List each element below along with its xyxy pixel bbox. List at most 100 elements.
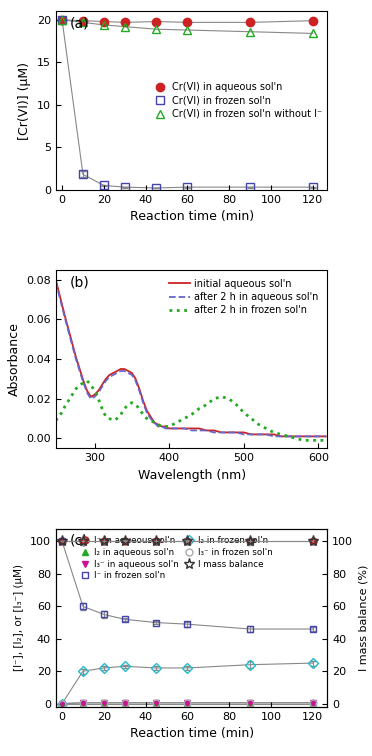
I₃⁻ in aqueous sol'n xyxy=(154,699,158,708)
I mass balance xyxy=(81,537,85,546)
after 2 h in aqueous sol'n xyxy=(324,432,328,441)
initial aqueous sol'n xyxy=(100,380,104,389)
Legend: Cr(VI) in aqueous sol'n, Cr(VI) in frozen sol'n, Cr(VI) in frozen sol'n without : Cr(VI) in aqueous sol'n, Cr(VI) in froze… xyxy=(151,82,323,119)
I⁻ in frozen sol'n xyxy=(60,537,64,546)
Cr(VI) in frozen sol'n without I⁻ xyxy=(102,20,106,29)
I₃⁻ in frozen sol'n xyxy=(122,699,127,708)
I⁻ in frozen sol'n xyxy=(81,602,85,611)
X-axis label: Wavelength (nm): Wavelength (nm) xyxy=(138,469,246,482)
Line: after 2 h in aqueous sol'n: after 2 h in aqueous sol'n xyxy=(56,282,326,436)
I₃⁻ in frozen sol'n xyxy=(311,699,315,708)
initial aqueous sol'n xyxy=(316,432,321,441)
Cr(VI) in frozen sol'n without I⁻ xyxy=(154,25,158,34)
I₃⁻ in aqueous sol'n xyxy=(60,699,64,708)
I mass balance xyxy=(311,537,315,546)
I₂ in aqueous sol'n xyxy=(248,699,252,708)
initial aqueous sol'n xyxy=(126,367,131,376)
I⁻ in frozen sol'n xyxy=(185,620,190,629)
after 2 h in aqueous sol'n xyxy=(272,432,276,441)
I₂ in frozen sol'n xyxy=(102,664,106,673)
Cr(VI) in frozen sol'n without I⁻ xyxy=(311,29,315,38)
I⁻ in aqueous sol'n xyxy=(154,537,158,546)
Y-axis label: [I⁻], [I₂], or [I₃⁻] (μM): [I⁻], [I₂], or [I₃⁻] (μM) xyxy=(15,564,25,671)
Cr(VI) in aqueous sol'n xyxy=(248,18,252,27)
initial aqueous sol'n xyxy=(286,432,291,441)
I⁻ in frozen sol'n xyxy=(311,624,315,634)
after 2 h in frozen sol'n xyxy=(54,416,58,425)
Cr(VI) in frozen sol'n xyxy=(122,183,127,192)
I mass balance xyxy=(185,537,190,546)
after 2 h in frozen sol'n xyxy=(286,432,291,441)
Cr(VI) in frozen sol'n xyxy=(154,184,158,193)
I⁻ in aqueous sol'n xyxy=(60,537,64,546)
I⁻ in aqueous sol'n xyxy=(122,537,127,546)
Legend: I⁻ in aqueous sol'n, I₂ in aqueous sol'n, I₃⁻ in aqueous sol'n, I⁻ in frozen sol: I⁻ in aqueous sol'n, I₂ in aqueous sol'n… xyxy=(78,537,273,581)
Cr(VI) in frozen sol'n xyxy=(60,15,64,24)
Cr(VI) in aqueous sol'n xyxy=(60,15,64,24)
after 2 h in aqueous sol'n xyxy=(286,432,291,441)
I⁻ in aqueous sol'n xyxy=(81,537,85,546)
Y-axis label: Absorbance: Absorbance xyxy=(8,322,20,396)
I₂ in frozen sol'n xyxy=(122,662,127,671)
after 2 h in frozen sol'n xyxy=(316,435,321,445)
I mass balance xyxy=(248,537,252,546)
Cr(VI) in frozen sol'n without I⁻ xyxy=(248,27,252,36)
Line: I mass balance: I mass balance xyxy=(57,536,318,547)
Line: Cr(VI) in aqueous sol'n: Cr(VI) in aqueous sol'n xyxy=(58,16,317,26)
after 2 h in aqueous sol'n xyxy=(100,383,104,392)
Line: after 2 h in frozen sol'n: after 2 h in frozen sol'n xyxy=(56,381,326,440)
Cr(VI) in aqueous sol'n xyxy=(185,18,190,27)
Cr(VI) in frozen sol'n without I⁻ xyxy=(122,22,127,31)
I⁻ in aqueous sol'n xyxy=(185,537,190,546)
after 2 h in aqueous sol'n xyxy=(316,432,321,441)
I₃⁻ in frozen sol'n xyxy=(81,699,85,708)
I₂ in frozen sol'n xyxy=(60,699,64,708)
Y-axis label: I mass balance (%): I mass balance (%) xyxy=(359,565,369,671)
after 2 h in frozen sol'n xyxy=(130,398,134,407)
Cr(VI) in frozen sol'n without I⁻ xyxy=(60,15,64,24)
Text: (b): (b) xyxy=(70,275,89,290)
I₂ in frozen sol'n xyxy=(185,664,190,673)
I⁻ in frozen sol'n xyxy=(248,624,252,634)
I₃⁻ in frozen sol'n xyxy=(60,699,64,708)
after 2 h in aqueous sol'n xyxy=(74,355,78,364)
I₂ in aqueous sol'n xyxy=(185,699,190,708)
after 2 h in frozen sol'n xyxy=(85,376,89,386)
after 2 h in frozen sol'n xyxy=(74,384,78,393)
initial aqueous sol'n xyxy=(74,352,78,361)
I mass balance xyxy=(102,537,106,546)
I⁻ in frozen sol'n xyxy=(122,615,127,624)
Cr(VI) in frozen sol'n xyxy=(102,181,106,190)
I⁻ in frozen sol'n xyxy=(102,610,106,619)
I₃⁻ in frozen sol'n xyxy=(102,699,106,708)
I mass balance xyxy=(122,537,127,546)
after 2 h in frozen sol'n xyxy=(92,386,97,395)
Cr(VI) in frozen sol'n xyxy=(248,183,252,192)
Text: (c): (c) xyxy=(70,534,88,548)
I mass balance xyxy=(154,537,158,546)
I₃⁻ in frozen sol'n xyxy=(154,699,158,708)
I₂ in aqueous sol'n xyxy=(122,699,127,708)
I₂ in aqueous sol'n xyxy=(154,699,158,708)
I₃⁻ in aqueous sol'n xyxy=(185,699,190,708)
I₃⁻ in frozen sol'n xyxy=(248,699,252,708)
after 2 h in aqueous sol'n xyxy=(126,368,131,377)
Line: Cr(VI) in frozen sol'n: Cr(VI) in frozen sol'n xyxy=(58,16,317,192)
I⁻ in aqueous sol'n xyxy=(311,537,315,546)
I₃⁻ in frozen sol'n xyxy=(185,699,190,708)
I₃⁻ in aqueous sol'n xyxy=(102,699,106,708)
after 2 h in aqueous sol'n xyxy=(89,394,93,403)
Cr(VI) in aqueous sol'n xyxy=(81,16,85,25)
after 2 h in frozen sol'n xyxy=(301,435,306,445)
I⁻ in aqueous sol'n xyxy=(102,537,106,546)
Text: (a): (a) xyxy=(70,17,89,31)
I₂ in aqueous sol'n xyxy=(311,699,315,708)
I₂ in frozen sol'n xyxy=(248,660,252,669)
I₃⁻ in aqueous sol'n xyxy=(81,699,85,708)
Line: Cr(VI) in frozen sol'n without I⁻: Cr(VI) in frozen sol'n without I⁻ xyxy=(58,16,317,38)
I mass balance xyxy=(60,537,64,546)
I⁻ in frozen sol'n xyxy=(154,618,158,627)
I₃⁻ in aqueous sol'n xyxy=(122,699,127,708)
I₂ in aqueous sol'n xyxy=(81,699,85,708)
I₂ in frozen sol'n xyxy=(154,664,158,673)
